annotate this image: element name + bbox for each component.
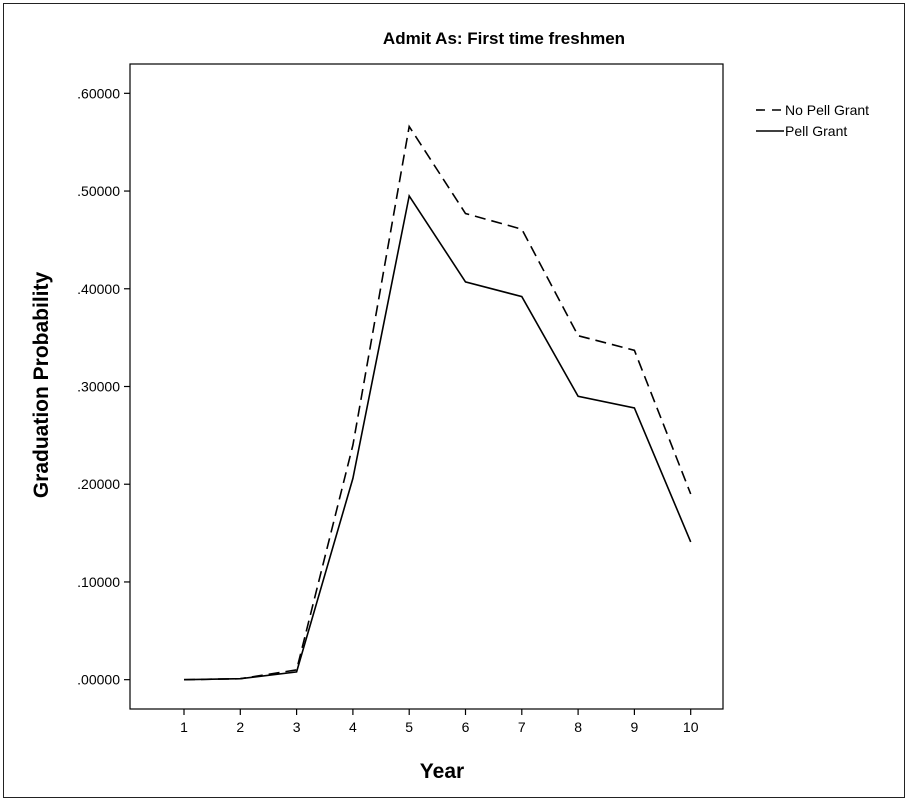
- legend-label: Pell Grant: [785, 123, 847, 139]
- y-axis-title: Graduation Probability: [30, 272, 53, 499]
- x-tick-label: 6: [462, 719, 470, 735]
- y-tick-label: .00000: [77, 672, 120, 688]
- y-tick-label: .10000: [77, 574, 120, 590]
- x-axis: 1 2 3 4 5 6 7 8 9 10: [180, 709, 699, 735]
- y-axis: .00000 .10000 .20000 .30000 .40000 .50000 .600…: [77, 85, 130, 688]
- x-tick-label: 4: [349, 719, 357, 735]
- plot-area: [129, 63, 724, 710]
- y-tick-label: .30000: [77, 379, 120, 395]
- x-tick-label: 2: [236, 719, 244, 735]
- series-line-pell-grant: [183, 193, 692, 681]
- chart-title: Admit As: First time freshmen: [383, 29, 625, 48]
- y-tick-label: .50000: [77, 183, 120, 199]
- series-line-no-pell-grant: [183, 124, 692, 681]
- legend: No Pell Grant Pell Grant: [756, 102, 869, 139]
- x-tick-label: 7: [518, 719, 526, 735]
- legend-label: No Pell Grant: [785, 102, 869, 118]
- x-axis-title: Year: [420, 760, 464, 783]
- y-tick-label: .20000: [77, 476, 120, 492]
- x-tick-label: 3: [293, 719, 301, 735]
- x-tick-label: 9: [631, 719, 639, 735]
- y-tick-label: .40000: [77, 281, 120, 297]
- series-layer: [183, 124, 692, 681]
- line-chart: Admit As: First time freshmen .00000 .100…: [30, 29, 869, 783]
- x-tick-label: 5: [405, 719, 413, 735]
- x-tick-label: 8: [574, 719, 582, 735]
- chart-frame: Admit As: First time freshmen .00000 .100…: [3, 3, 905, 798]
- x-tick-label: 1: [180, 719, 188, 735]
- y-tick-label: .60000: [77, 85, 120, 101]
- x-tick-label: 10: [683, 719, 699, 735]
